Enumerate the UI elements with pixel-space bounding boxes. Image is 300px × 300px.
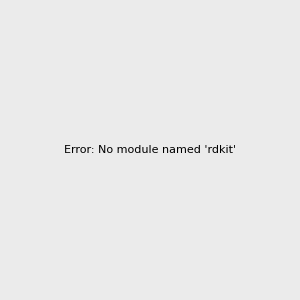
Text: Error: No module named 'rdkit': Error: No module named 'rdkit' xyxy=(64,145,236,155)
